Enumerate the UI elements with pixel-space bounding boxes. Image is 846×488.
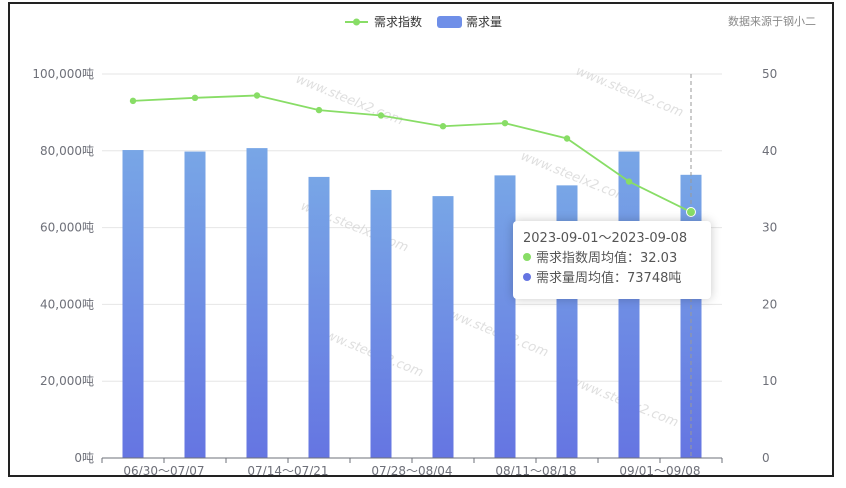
watermark-text: www.steelx2.com xyxy=(574,64,686,121)
chart-tooltip: 2023-09-01～2023-09-08 需求指数周均值：32.03 需求量周… xyxy=(513,221,711,299)
y-right-tick-label: 30 xyxy=(762,221,777,235)
legend-item-demand-index[interactable]: 需求指数 xyxy=(374,14,422,29)
bar xyxy=(308,176,330,459)
y-left-tick-label: 60,000吨 xyxy=(40,221,94,235)
index-point xyxy=(191,94,199,102)
bar xyxy=(494,175,516,458)
legend-line-dot-icon xyxy=(353,18,360,26)
x-tick-label: 06/30～07/07 xyxy=(123,464,204,477)
x-tick-label: 07/28～08/04 xyxy=(371,464,452,477)
index-point xyxy=(563,135,571,142)
legend-item-demand-volume[interactable]: 需求量 xyxy=(466,15,502,29)
y-right-tick-label: 10 xyxy=(762,374,777,388)
bar xyxy=(184,151,206,458)
bar xyxy=(432,196,454,458)
tooltip-line-index: 需求指数周均值：32.03 xyxy=(536,251,678,266)
y-right-tick-label: 50 xyxy=(762,67,777,81)
index-point xyxy=(315,106,323,114)
legend: 需求指数 需求量 xyxy=(345,14,502,29)
index-point xyxy=(625,178,633,185)
watermark-text: www.steelx2.com xyxy=(294,72,406,129)
chart-canvas: www.steelx2.com www.steelx2.comwww.steelx… xyxy=(32,14,816,477)
watermark-text: www.steelx2.com xyxy=(314,324,426,381)
x-tick-label: 09/01～09/08 xyxy=(619,464,700,477)
y-right-tick-label: 40 xyxy=(762,144,777,158)
index-line xyxy=(132,94,692,213)
index-point xyxy=(501,119,509,127)
tooltip-dot-volume xyxy=(523,273,531,281)
index-point xyxy=(686,207,696,218)
tooltip-dot-index xyxy=(523,253,531,261)
index-point xyxy=(439,123,447,130)
y-left-tick-label: 20,000吨 xyxy=(40,374,94,388)
axes: 0吨 20,000吨 40,000吨 60,000吨 80,000吨 100,000吨 0 1… xyxy=(32,67,777,477)
bar xyxy=(246,148,268,458)
bar xyxy=(618,151,640,458)
y-right-tick-label: 0 xyxy=(762,451,770,465)
watermark-text: www.steelx2.com xyxy=(439,304,551,361)
bar xyxy=(370,189,392,458)
index-point xyxy=(377,112,385,119)
bar xyxy=(122,150,144,459)
index-point xyxy=(253,92,261,99)
chart-frame: www.steelx2.com www.steelx2.com www.steelx… xyxy=(8,2,834,477)
y-left-tick-label: 80,000吨 xyxy=(40,144,94,158)
tooltip-title: 2023-09-01～2023-09-08 xyxy=(523,231,688,246)
x-tick-label: 08/11～08/18 xyxy=(495,464,576,477)
legend-bar-icon xyxy=(437,16,462,28)
source-note: 数据来源于钢小二 xyxy=(728,14,816,28)
bar-series xyxy=(122,148,702,459)
index-point xyxy=(129,97,137,105)
y-right-tick-label: 20 xyxy=(762,297,777,311)
y-left-tick-label: 100,000吨 xyxy=(32,67,94,81)
tooltip-line-volume: 需求量周均值：73748吨 xyxy=(536,271,682,286)
y-left-tick-label: 0吨 xyxy=(74,451,94,465)
x-tick-label: 07/14～07/21 xyxy=(247,464,328,477)
y-left-tick-label: 40,000吨 xyxy=(40,297,94,311)
